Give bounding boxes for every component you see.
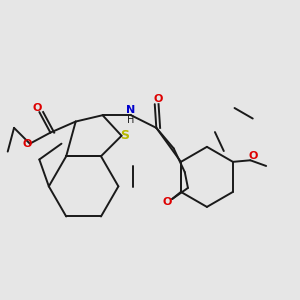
Text: O: O xyxy=(248,151,257,160)
Text: H: H xyxy=(127,115,135,125)
Text: O: O xyxy=(32,103,41,113)
Text: O: O xyxy=(22,139,32,149)
Text: O: O xyxy=(154,94,163,104)
Text: S: S xyxy=(120,129,129,142)
Text: O: O xyxy=(163,197,172,207)
Text: N: N xyxy=(126,104,136,115)
